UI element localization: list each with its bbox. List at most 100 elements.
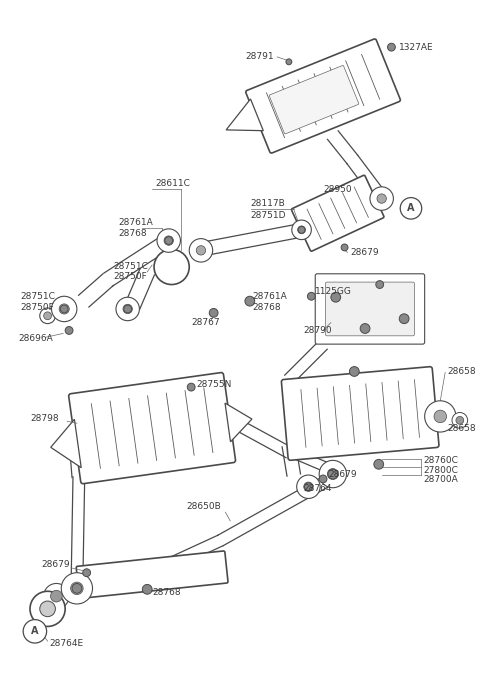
- Circle shape: [370, 187, 394, 210]
- Circle shape: [319, 461, 347, 488]
- Text: 28761A: 28761A: [253, 291, 288, 301]
- Text: 28658: 28658: [447, 424, 476, 433]
- Circle shape: [298, 226, 305, 233]
- Circle shape: [292, 220, 312, 240]
- Text: 28950: 28950: [323, 185, 352, 194]
- Text: 28658: 28658: [447, 367, 476, 376]
- Circle shape: [298, 226, 305, 233]
- Circle shape: [341, 244, 348, 251]
- Text: 28650B: 28650B: [186, 502, 221, 511]
- Circle shape: [40, 601, 55, 617]
- Text: 28767: 28767: [191, 318, 220, 327]
- Circle shape: [377, 194, 386, 203]
- Circle shape: [304, 482, 313, 491]
- Circle shape: [374, 459, 384, 469]
- Circle shape: [196, 245, 205, 255]
- Text: 28751D: 28751D: [251, 210, 286, 219]
- Text: 28764E: 28764E: [49, 639, 84, 647]
- Circle shape: [456, 417, 464, 424]
- Circle shape: [72, 584, 82, 593]
- Text: 28751C: 28751C: [113, 262, 148, 271]
- Text: 1125GG: 1125GG: [315, 287, 352, 296]
- Circle shape: [187, 383, 195, 391]
- Circle shape: [307, 292, 315, 300]
- Circle shape: [154, 250, 189, 284]
- Text: 28751C: 28751C: [20, 291, 55, 301]
- Polygon shape: [225, 403, 252, 442]
- Circle shape: [209, 308, 218, 317]
- Text: 28700A: 28700A: [424, 475, 458, 484]
- Circle shape: [189, 238, 213, 262]
- Circle shape: [123, 304, 132, 314]
- Text: 28611C: 28611C: [155, 180, 190, 189]
- Text: 28679: 28679: [42, 561, 71, 570]
- Circle shape: [387, 43, 396, 51]
- Text: 28764: 28764: [303, 484, 332, 493]
- FancyBboxPatch shape: [69, 373, 236, 484]
- Circle shape: [304, 483, 312, 491]
- FancyBboxPatch shape: [246, 39, 400, 153]
- Circle shape: [297, 475, 320, 498]
- Circle shape: [143, 584, 152, 594]
- Circle shape: [349, 366, 359, 376]
- FancyBboxPatch shape: [269, 66, 359, 134]
- Circle shape: [71, 582, 83, 595]
- Polygon shape: [226, 99, 264, 131]
- Circle shape: [23, 619, 47, 643]
- Text: 28750F: 28750F: [113, 272, 147, 281]
- Circle shape: [425, 401, 456, 432]
- FancyBboxPatch shape: [76, 551, 228, 598]
- Text: 28696A: 28696A: [18, 333, 53, 343]
- Text: 28798: 28798: [30, 414, 59, 423]
- Text: 28768: 28768: [152, 588, 181, 597]
- Circle shape: [165, 237, 173, 245]
- Circle shape: [44, 584, 69, 609]
- Circle shape: [59, 304, 69, 314]
- Text: A: A: [407, 203, 415, 213]
- Circle shape: [61, 572, 93, 604]
- Text: 28755N: 28755N: [196, 380, 231, 389]
- Text: 28791: 28791: [246, 52, 274, 62]
- Text: 28679: 28679: [350, 248, 379, 257]
- FancyBboxPatch shape: [325, 282, 414, 336]
- Text: 27800C: 27800C: [424, 466, 458, 475]
- Circle shape: [124, 305, 132, 313]
- Text: 28117B: 28117B: [251, 199, 286, 208]
- Text: 28760C: 28760C: [424, 456, 458, 465]
- Circle shape: [83, 569, 91, 577]
- Circle shape: [50, 590, 62, 602]
- Text: 28768: 28768: [118, 229, 146, 238]
- Text: 1327AE: 1327AE: [399, 43, 434, 52]
- Polygon shape: [51, 419, 81, 468]
- Text: 28790: 28790: [303, 326, 332, 335]
- Circle shape: [30, 591, 65, 626]
- Circle shape: [164, 236, 173, 245]
- Text: A: A: [31, 626, 38, 636]
- Circle shape: [51, 296, 77, 322]
- Text: 28761A: 28761A: [118, 219, 153, 227]
- Circle shape: [452, 412, 468, 428]
- Circle shape: [157, 229, 180, 252]
- FancyBboxPatch shape: [281, 367, 439, 460]
- Circle shape: [360, 324, 370, 333]
- FancyBboxPatch shape: [315, 274, 425, 344]
- Circle shape: [44, 312, 51, 319]
- Circle shape: [60, 305, 68, 313]
- Text: 28750F: 28750F: [20, 303, 54, 312]
- Circle shape: [116, 297, 139, 321]
- Circle shape: [327, 468, 338, 480]
- Circle shape: [331, 292, 341, 302]
- Text: 28679: 28679: [328, 470, 357, 479]
- Circle shape: [399, 314, 409, 324]
- Circle shape: [65, 326, 73, 334]
- Circle shape: [40, 308, 55, 324]
- FancyBboxPatch shape: [291, 175, 384, 251]
- Text: 28768: 28768: [253, 303, 281, 312]
- Circle shape: [376, 280, 384, 289]
- Circle shape: [319, 475, 327, 483]
- Circle shape: [286, 59, 292, 65]
- Circle shape: [328, 469, 338, 479]
- Circle shape: [434, 410, 446, 423]
- Circle shape: [245, 296, 255, 306]
- Circle shape: [400, 198, 422, 219]
